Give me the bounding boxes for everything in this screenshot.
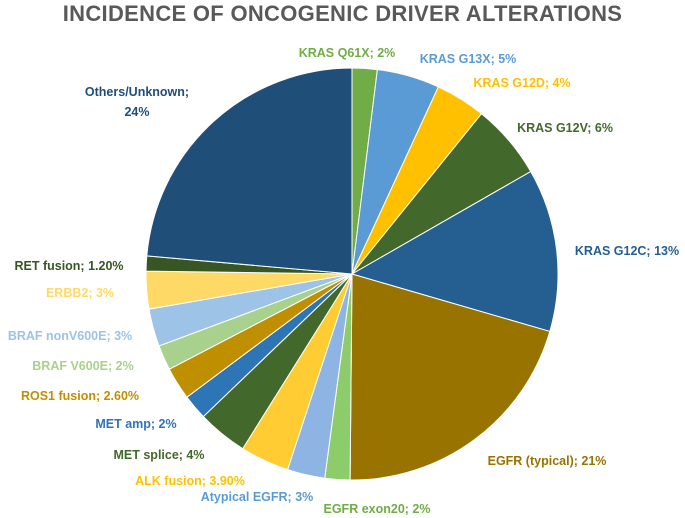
pie-slice (146, 67, 353, 275)
slice-label: EGFR exon20; 2% (324, 502, 431, 516)
slice-label: KRAS G12D; 4% (473, 76, 570, 90)
pie-labels: KRAS Q61X; 2% KRAS G13X; 5% KRAS G12D; 4% K… (8, 46, 679, 516)
slice-label: Atypical EGFR; 3% (201, 490, 314, 504)
slice-label: ERBB2; 3% (46, 286, 114, 300)
slice-label: RET fusion; 1.20% (14, 259, 123, 273)
pie-slice (349, 273, 551, 481)
pie-slice (350, 170, 559, 333)
slice-label: KRAS Q61X; 2% (299, 46, 396, 60)
chart-title: INCIDENCE OF ONCOGENIC DRIVER ALTERATION… (62, 1, 623, 26)
slice-label: ALK fusion; 3.90% (135, 474, 245, 488)
slice-label: EGFR (typical); 21% (488, 454, 607, 468)
slice-label: BRAF nonV600E; 3% (8, 329, 132, 343)
slice-label: KRAS G12V; 6% (517, 121, 613, 135)
slice-label: Others/Unknown; 24% (85, 85, 189, 119)
slice-label: MET amp; 2% (95, 417, 176, 431)
slice-label: ROS1 fusion; 2.60% (21, 389, 139, 403)
slice-label: KRAS G12C; 13% (575, 244, 679, 258)
slice-label: MET splice; 4% (114, 448, 205, 462)
slice-label: BRAF V600E; 2% (32, 359, 133, 373)
slice-label: KRAS G13X; 5% (420, 52, 517, 66)
pie-slices (145, 67, 559, 481)
